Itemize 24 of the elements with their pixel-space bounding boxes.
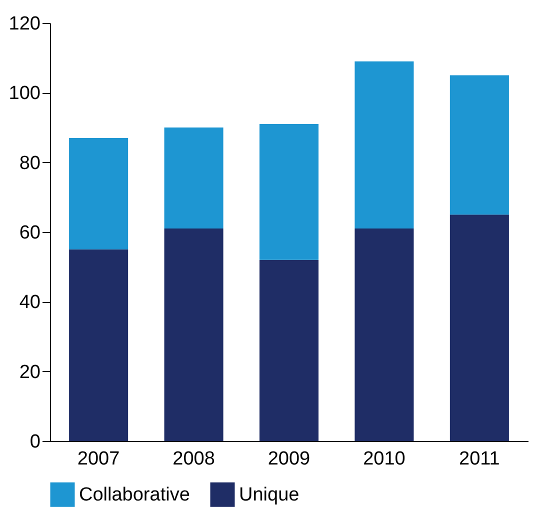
bar <box>69 138 128 250</box>
bar <box>164 128 224 229</box>
x-tick-label: 2008 <box>172 448 215 470</box>
bar <box>450 214 509 441</box>
bar <box>354 228 414 441</box>
y-tick-label: 80 <box>19 152 40 174</box>
legend-label: Collaborative <box>79 484 190 506</box>
bar <box>164 228 224 441</box>
bar <box>354 61 414 229</box>
y-tick-label: 20 <box>19 362 40 383</box>
bar <box>69 249 128 441</box>
y-tick-label: 40 <box>19 292 40 314</box>
x-tick-label: 2010 <box>363 448 406 470</box>
x-tick-label: 2009 <box>268 448 310 470</box>
y-tick-label: 0 <box>30 432 40 452</box>
x-tick-label: 2011 <box>459 448 500 470</box>
bar <box>259 260 319 441</box>
y-tick-label: 120 <box>8 14 40 34</box>
y-tick-label: 100 <box>8 83 40 104</box>
x-tick-label: 2007 <box>77 448 120 470</box>
legend-label: Unique <box>239 484 300 506</box>
bar <box>450 75 509 215</box>
y-tick-label: 60 <box>19 222 40 244</box>
bar <box>259 124 319 260</box>
